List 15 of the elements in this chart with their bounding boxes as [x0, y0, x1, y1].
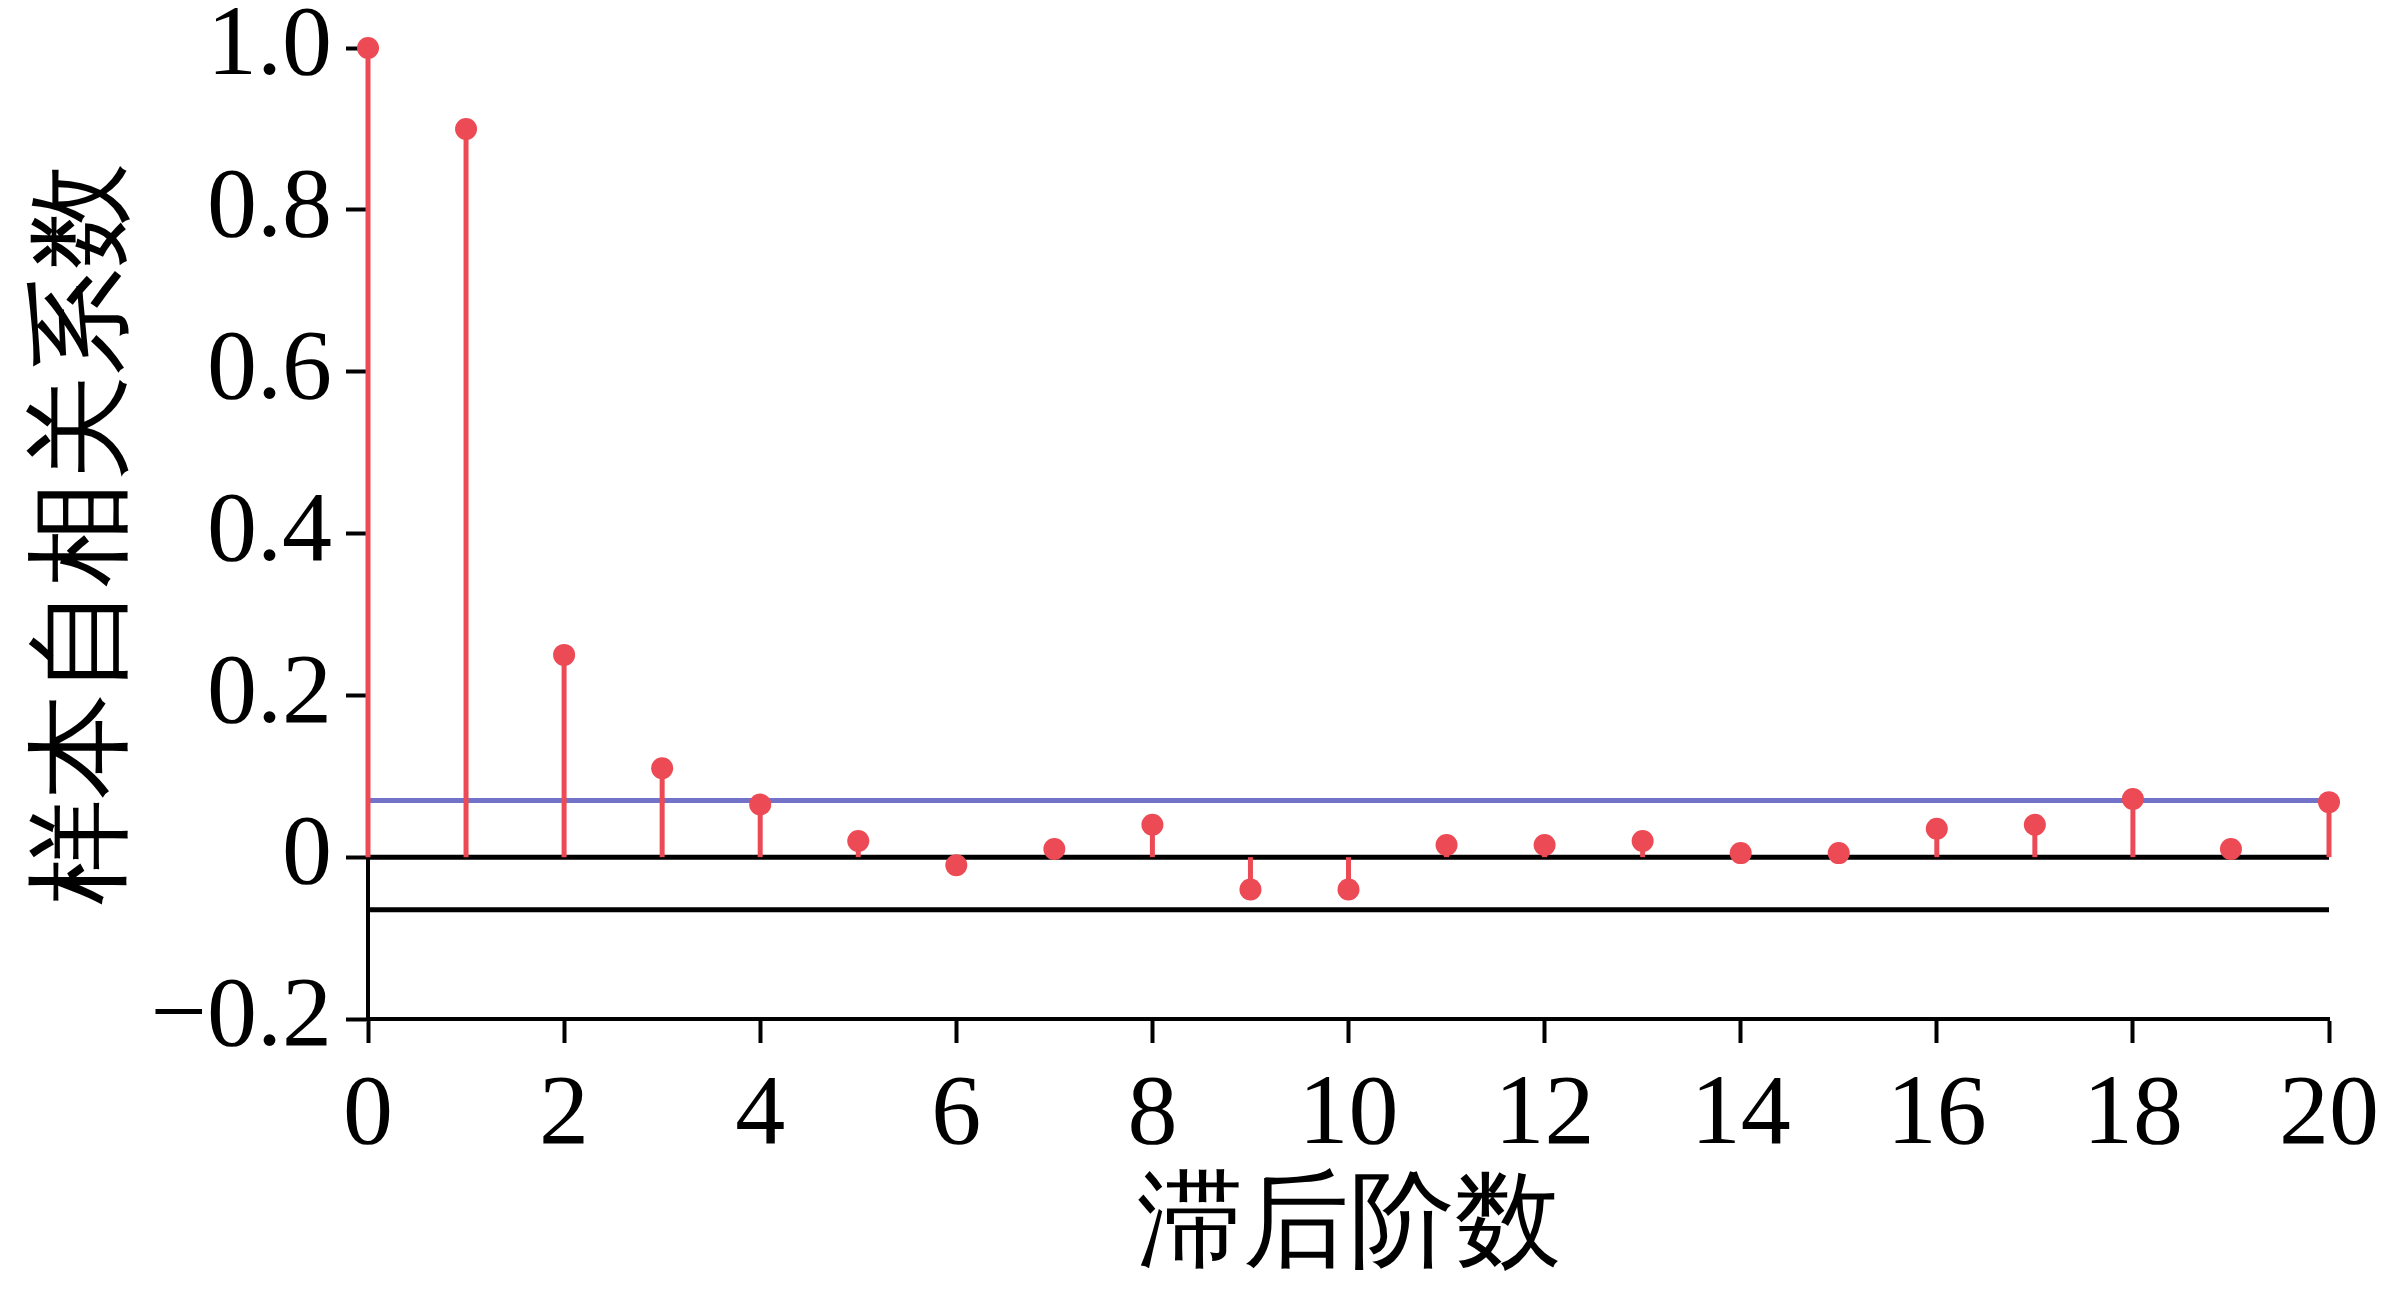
y-tick-label: 1.0	[207, 0, 332, 97]
x-tick-label: 14	[1690, 1054, 1791, 1166]
y-axis-title: 样本自相关系数	[20, 162, 138, 905]
y-tick-label: 0.4	[207, 470, 332, 582]
y-tick-label: 0.6	[207, 308, 332, 420]
y-tick-label: 0.8	[207, 147, 332, 259]
x-tick-label: 2	[539, 1054, 590, 1166]
x-tick-label: 4	[735, 1054, 786, 1166]
x-tick-label: 16	[1886, 1054, 1987, 1166]
x-tick-label: 6	[931, 1054, 982, 1166]
y-tick-label: 0.2	[207, 632, 332, 744]
y-tick-label: −0.2	[150, 956, 332, 1068]
y-tick-label: 0	[282, 794, 332, 906]
x-tick-label: 20	[2279, 1054, 2379, 1166]
x-tick-label: 18	[2082, 1054, 2183, 1166]
